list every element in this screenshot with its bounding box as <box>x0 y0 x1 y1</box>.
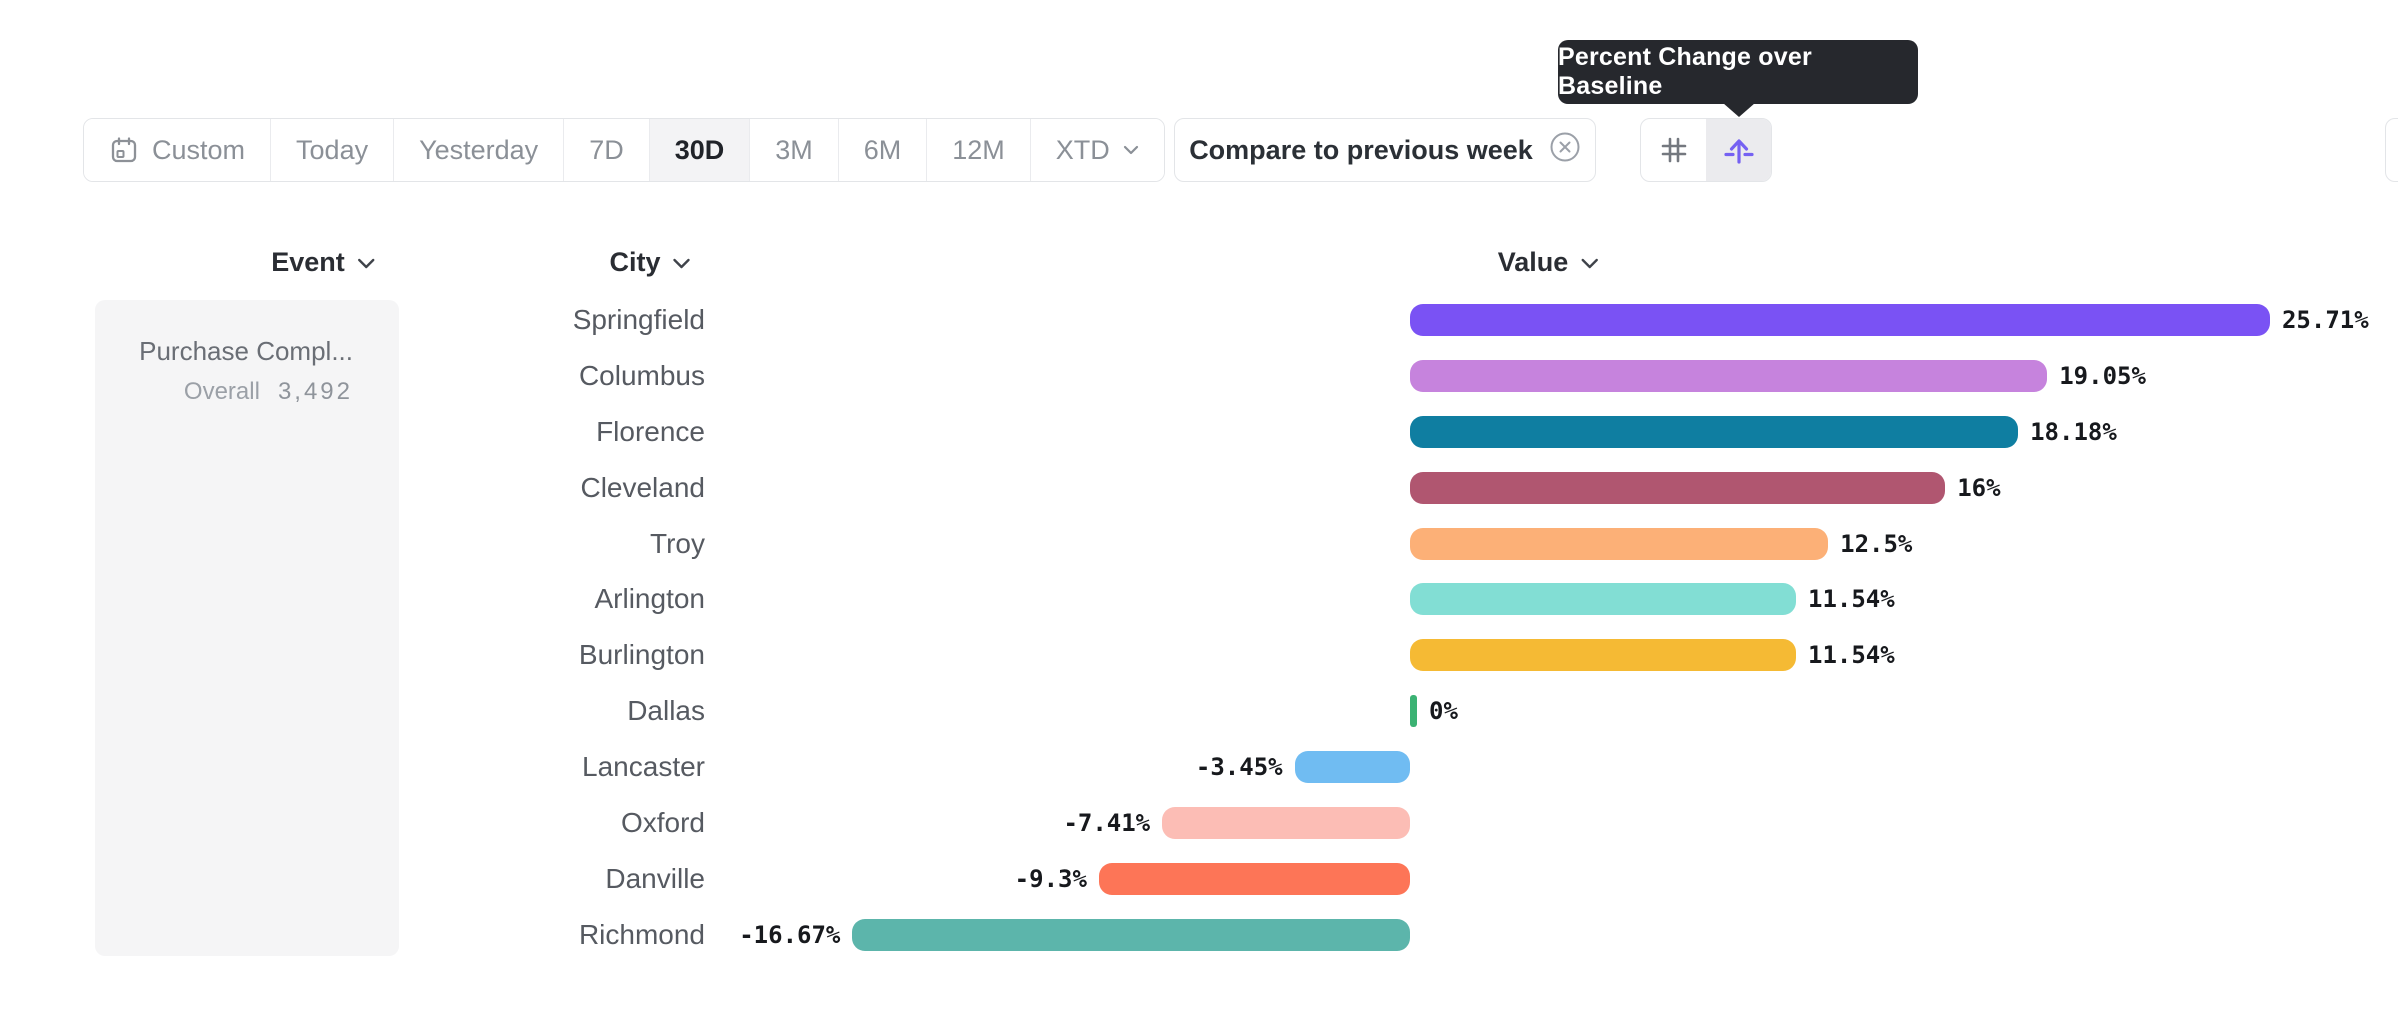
value-bar[interactable] <box>1294 751 1410 784</box>
value-label: 11.54% <box>1808 641 1895 670</box>
value-bar[interactable] <box>852 918 1410 951</box>
value-bar[interactable] <box>1410 359 2048 392</box>
city-label: Florence <box>596 415 705 447</box>
compare-label: Compare to previous week <box>1189 134 1533 165</box>
value-label: 25.71% <box>2281 305 2369 334</box>
chart-row: Springfield 25.71% <box>0 292 2398 348</box>
event-overall-row: Overall 3,492 <box>184 378 353 406</box>
bar-chart: Springfield 25.71% Columbus 19.05% Florence 1… <box>0 292 2398 963</box>
city-label: Danville <box>605 862 705 894</box>
value-bar[interactable] <box>1410 639 1796 672</box>
city-label: Columbus <box>578 359 705 391</box>
chart-display-toggle <box>1640 118 1772 182</box>
value-label: 11.54% <box>1808 585 1895 614</box>
date-range-yesterday[interactable]: Yesterday <box>394 119 565 181</box>
value-bar[interactable] <box>1162 807 1410 840</box>
value-bar[interactable] <box>1410 415 2019 448</box>
chart-row: Danville -9.3% <box>0 851 2398 907</box>
compare-button[interactable]: Compare to previous week <box>1174 118 1596 182</box>
grid-icon[interactable] <box>1641 119 1706 181</box>
calendar-icon <box>109 135 139 165</box>
chevron-down-icon <box>357 255 375 269</box>
value-bar[interactable] <box>1410 695 1417 728</box>
tooltip-percent-change: Percent Change over Baseline <box>1558 40 1918 104</box>
overall-label: Overall <box>183 378 260 405</box>
date-range-label: Today <box>296 134 369 165</box>
city-label: Lancaster <box>582 751 705 783</box>
value-label: 12.5% <box>1840 529 1913 558</box>
date-range-label: 3M <box>775 134 813 165</box>
clipped-right-button[interactable] <box>2385 118 2398 182</box>
date-range-12m[interactable]: 12M <box>927 119 1031 181</box>
date-range-toolbar: Custom Today Yesterday 7D 30D 3M 6M 12M XTD <box>83 118 1165 182</box>
chevron-down-icon <box>1123 145 1139 155</box>
value-label: -3.45% <box>1195 753 1283 782</box>
city-label: Springfield <box>572 303 705 335</box>
date-range-label: 30D <box>674 134 725 165</box>
chart-row: Dallas 0% <box>0 683 2398 739</box>
city-label: Burlington <box>578 639 705 671</box>
date-range-custom[interactable]: Custom <box>84 119 272 181</box>
date-range-label: 7D <box>589 134 624 165</box>
chart-row: Florence 18.18% <box>0 404 2398 460</box>
date-range-today[interactable]: Today <box>271 119 395 181</box>
city-label: Richmond <box>578 918 705 950</box>
date-range-label: Yesterday <box>419 134 539 165</box>
chart-row: Cleveland 16% <box>0 460 2398 516</box>
chart-row: Oxford -7.41% <box>0 795 2398 851</box>
remove-compare-icon[interactable] <box>1549 131 1581 170</box>
value-bar[interactable] <box>1410 304 2270 336</box>
tooltip-arrow <box>1723 103 1755 117</box>
event-title: Purchase Compl... <box>139 336 353 366</box>
value-label: -7.41% <box>1063 808 1151 837</box>
overall-value: 3,492 <box>277 378 353 405</box>
chart-row: Columbus 19.05% <box>0 348 2398 404</box>
event-card[interactable]: Purchase Compl... Overall 3,492 <box>95 300 399 956</box>
date-range-label: Custom <box>152 134 246 165</box>
date-range-6m[interactable]: 6M <box>838 119 928 181</box>
chart-row: Burlington 11.54% <box>0 627 2398 683</box>
date-range-7d[interactable]: 7D <box>564 119 650 181</box>
chart-row: Richmond -16.67% <box>0 907 2398 963</box>
date-range-label: 6M <box>863 134 902 165</box>
city-label: Dallas <box>627 695 705 727</box>
baseline-arrow-icon[interactable] <box>1706 119 1771 181</box>
value-label: 0% <box>1429 697 1458 726</box>
value-bar[interactable] <box>1098 862 1410 895</box>
date-range-label: 12M <box>952 134 1005 165</box>
chart-row: Arlington 11.54% <box>0 571 2398 627</box>
date-range-3m[interactable]: 3M <box>750 119 839 181</box>
chevron-down-icon <box>1580 255 1598 269</box>
value-bar[interactable] <box>1410 583 1796 616</box>
value-bar[interactable] <box>1410 527 1829 560</box>
city-label: Troy <box>650 527 705 559</box>
date-range-label: XTD <box>1055 134 1110 165</box>
city-label: Oxford <box>620 806 705 838</box>
tooltip-text: Percent Change over Baseline <box>1558 43 1812 100</box>
city-header-label: City <box>609 246 661 277</box>
chart-row: Lancaster -3.45% <box>0 739 2398 795</box>
value-label: -9.3% <box>1014 864 1087 893</box>
value-label: 19.05% <box>2059 361 2146 390</box>
column-header-city[interactable]: City <box>609 245 690 279</box>
value-label: -16.67% <box>739 920 841 949</box>
date-range-xtd[interactable]: XTD <box>1030 119 1164 181</box>
column-header-value[interactable]: Value <box>1498 245 1599 279</box>
column-header-event[interactable]: Event <box>271 245 375 279</box>
city-label: Arlington <box>594 583 705 615</box>
event-header-label: Event <box>271 246 345 277</box>
value-label: 18.18% <box>2030 417 2117 446</box>
value-header-label: Value <box>1497 246 1569 277</box>
value-bar[interactable] <box>1410 471 1946 504</box>
city-label: Cleveland <box>580 471 705 503</box>
date-range-30d[interactable]: 30D <box>649 119 751 181</box>
chevron-down-icon <box>673 255 691 269</box>
chart-row: Troy 12.5% <box>0 516 2398 572</box>
value-label: 16% <box>1957 473 2001 502</box>
